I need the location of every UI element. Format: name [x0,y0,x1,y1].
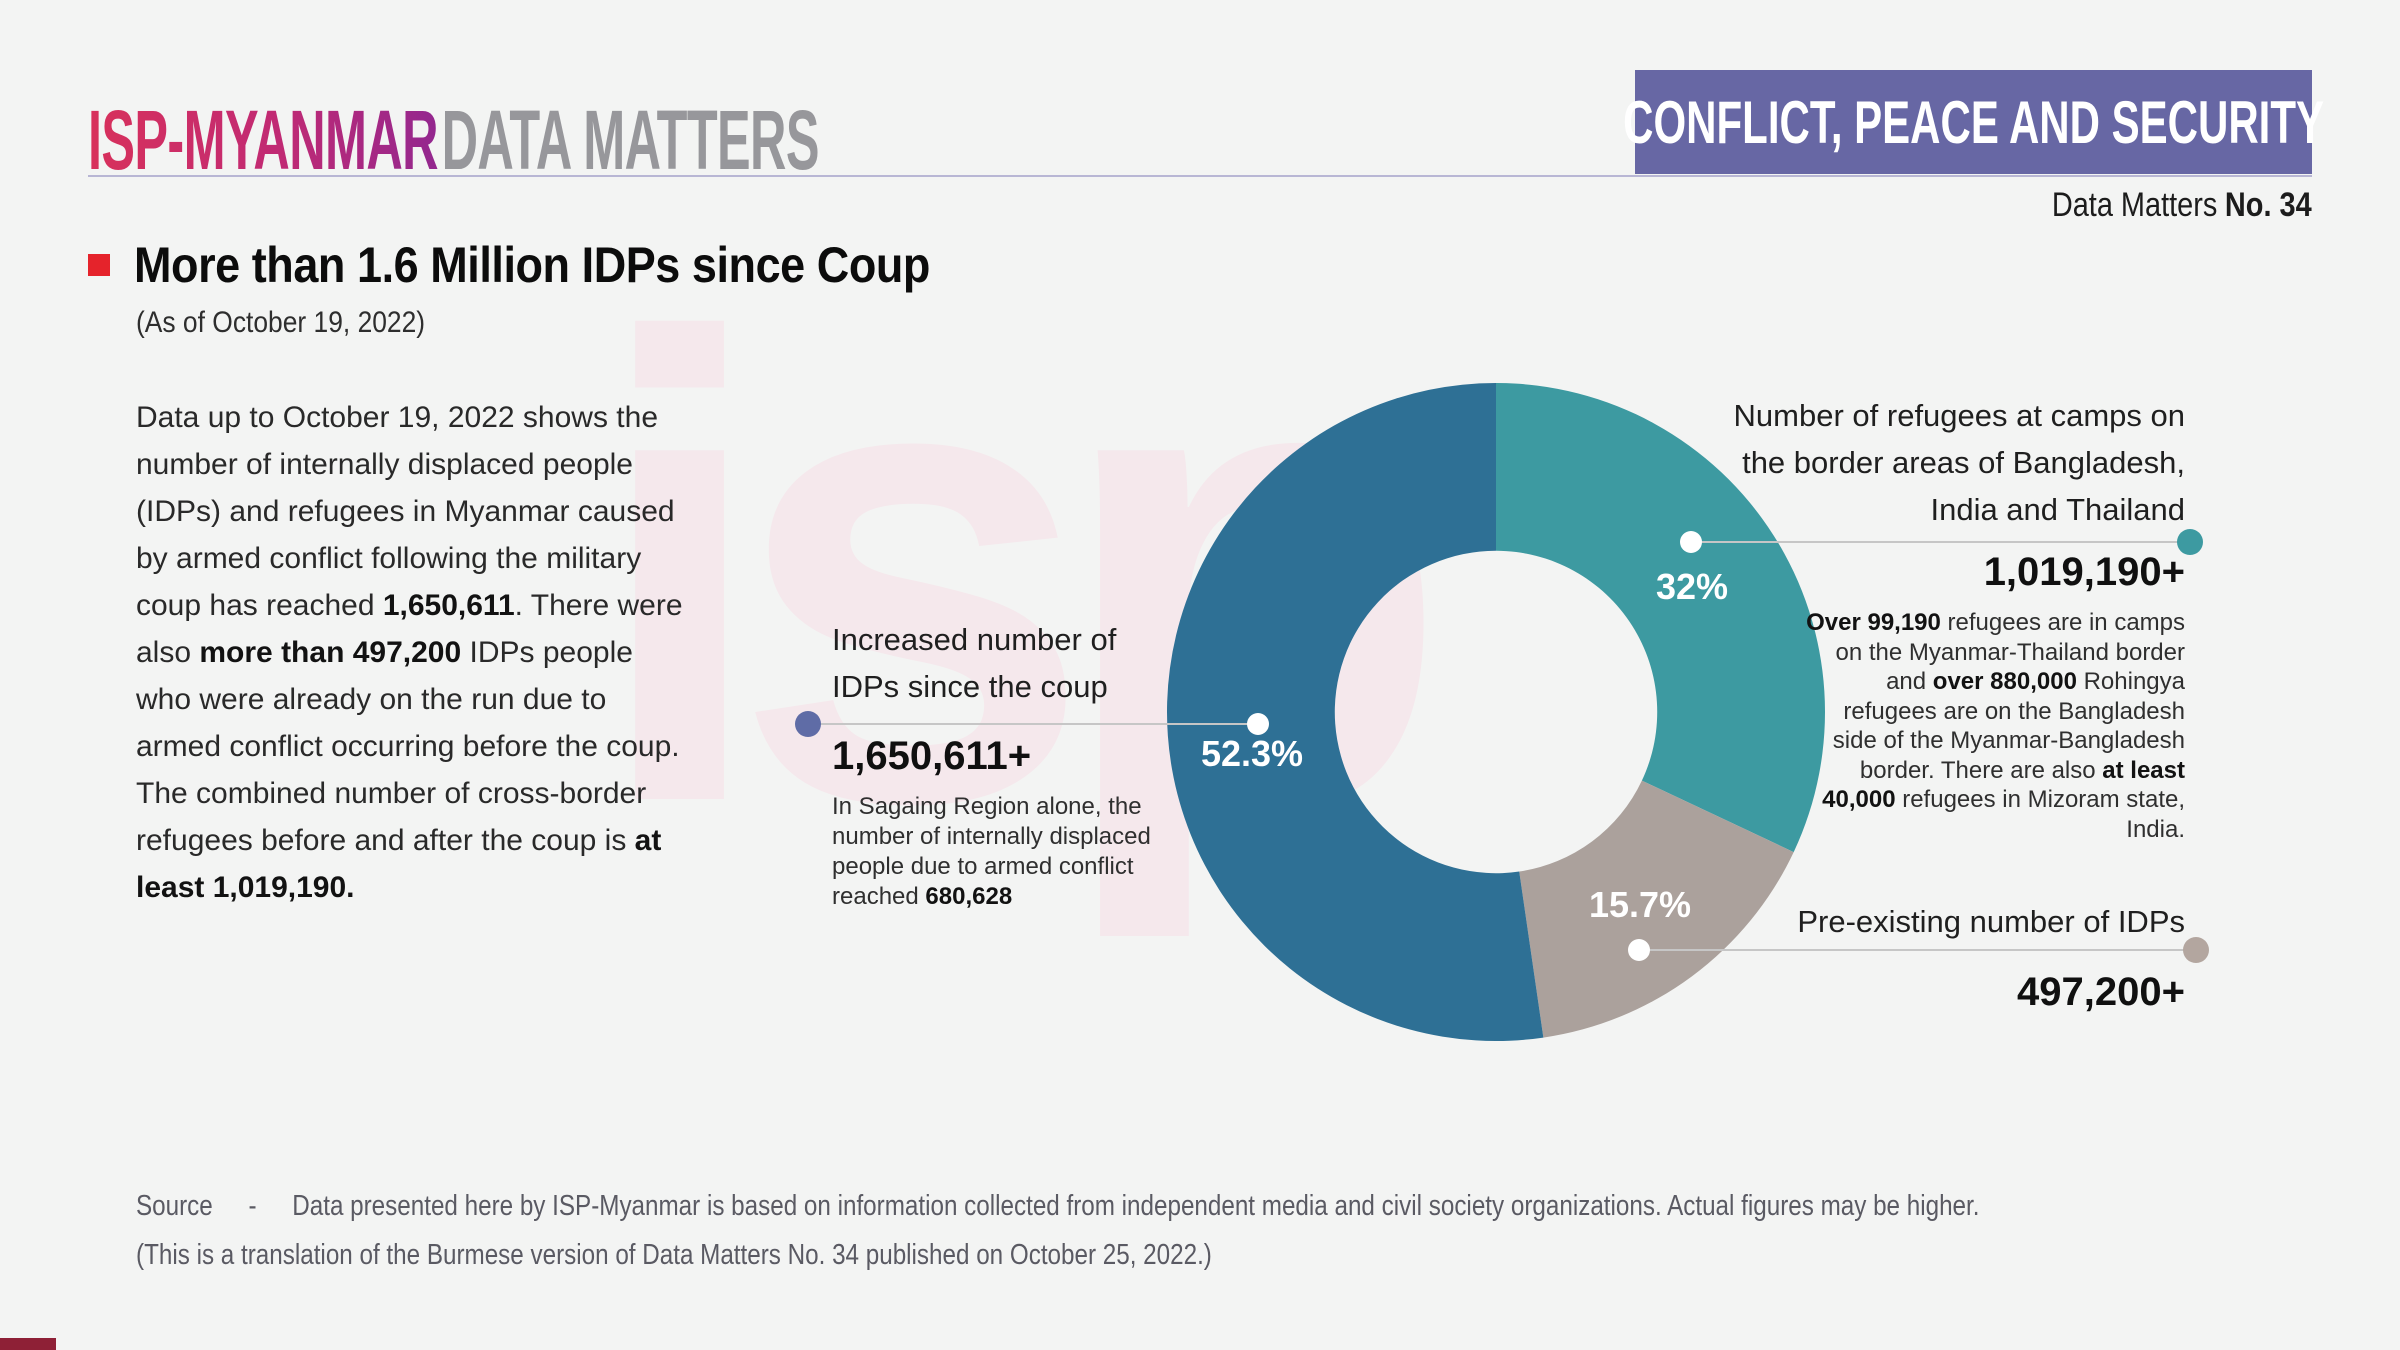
pct-label-increased: 52.3% [1200,733,1304,774]
marker-dot-refugees [1680,531,1702,553]
end-dot-refugees [2177,529,2203,555]
leader-line-increased [808,723,1258,725]
marker-dot-increased [1247,713,1269,735]
callout-refugees-note: Over 99,190 refugees are in camps on the… [1806,609,2185,843]
donut-segment-preexisting [1519,780,1794,1038]
donut-segment-refugees [1496,383,1825,853]
issue-label: Data Matters [2052,186,2218,224]
corner-accent-bar [0,1338,56,1350]
callout-increased-line2: IDPs since the coup [832,669,1108,704]
callout-refugees-label: Number of refugees at camps on the borde… [1660,392,2185,533]
donut-chart [1167,383,1825,1041]
summary-paragraph: Data up to October 19, 2022 shows the nu… [136,401,683,904]
callout-refugees-line2: the border areas of Bangladesh, [1742,445,2185,480]
pct-label-refugees: 32% [1655,566,1729,607]
callout-refugees-line1: Number of refugees at camps on [1733,398,2185,433]
logo-primary-text: ISP-MYANMAR [88,93,439,187]
title-bullet-square [88,254,110,276]
leader-line-refugees [1691,541,2191,543]
leader-line-preexisting [1639,949,2196,951]
donut-chart-svg [1167,383,1825,1041]
callout-increased-label: Increased number of IDPs since the coup [832,616,1116,710]
callout-preexisting-label: Pre-existing number of IDPs [1797,904,2185,939]
header-divider [88,175,2312,177]
end-dot-increased [795,711,821,737]
category-banner: CONFLICT, PEACE AND SECURITY [1623,70,2324,174]
logo-secondary-text: DATA MATTERS [441,93,820,187]
pct-label-preexisting: 15.7% [1588,884,1692,925]
issue-number: No. 34 [2225,186,2312,224]
donut-segment-increased [1167,383,1544,1041]
callout-preexisting-value: 497,200+ [2017,970,2185,1014]
isp-myanmar-logo: ISP-MYANMARDATA MATTERS [88,98,1306,182]
source-text-line2: (This is a translation of the Burmese ve… [136,1239,1212,1271]
issue-line: Data Matters No. 34 [0,186,2312,225]
as-of-date: (As of October 19, 2022) [136,306,426,339]
callout-increased-note: In Sagaing Region alone, the number of i… [832,793,1151,910]
end-dot-preexisting [2183,937,2209,963]
source-text-line1: Data presented here by ISP-Myanmar is ba… [292,1190,1980,1222]
callout-refugees-value: 1,019,190+ [1983,550,2185,594]
source-label: Source [136,1190,213,1222]
source-dash: - [248,1190,257,1222]
callout-refugees-line3: India and Thailand [1930,492,2185,527]
source-block: Source - Data presented here by ISP-Myan… [136,1190,2006,1272]
page-title: More than 1.6 Million IDPs since Coup [134,237,930,293]
callout-increased-line1: Increased number of [832,622,1117,657]
marker-dot-preexisting [1628,939,1650,961]
callout-increased-value: 1,650,611+ [832,734,1032,778]
category-banner-label: CONFLICT, PEACE AND SECURITY [1623,88,2324,156]
